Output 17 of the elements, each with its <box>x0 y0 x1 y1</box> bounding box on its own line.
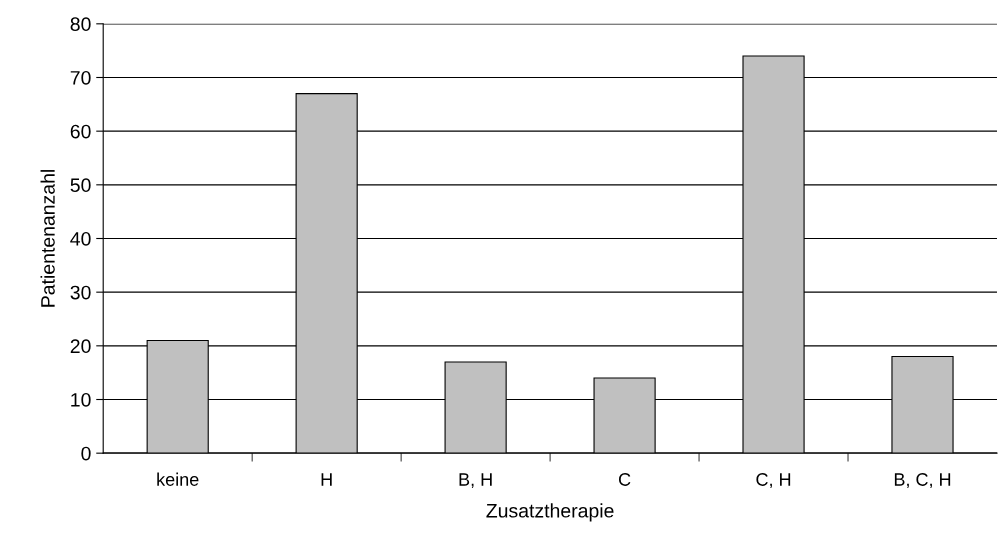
y-tick-label: 0 <box>81 446 91 461</box>
y-tick-label: 40 <box>70 231 91 246</box>
y-tick-label: 60 <box>70 124 91 139</box>
x-axis-title: Zusatztherapie <box>486 503 614 522</box>
y-axis-title: Patientenanzahl <box>40 170 55 307</box>
x-tick-label: keine <box>157 472 199 486</box>
y-tick-label: 20 <box>70 339 91 354</box>
x-tick-label: H <box>321 473 332 486</box>
x-tick-label: C, H <box>756 473 791 489</box>
x-tick-label: C <box>618 473 631 486</box>
y-tick-label: 80 <box>70 17 91 32</box>
y-tick-label: 30 <box>70 285 91 300</box>
x-tick-label: B, C, H <box>894 473 951 489</box>
y-tick-label: 50 <box>70 178 91 193</box>
y-tick-label: 10 <box>71 392 91 407</box>
y-tick-label: 70 <box>70 70 91 85</box>
x-tick-label: B, H <box>459 473 492 489</box>
